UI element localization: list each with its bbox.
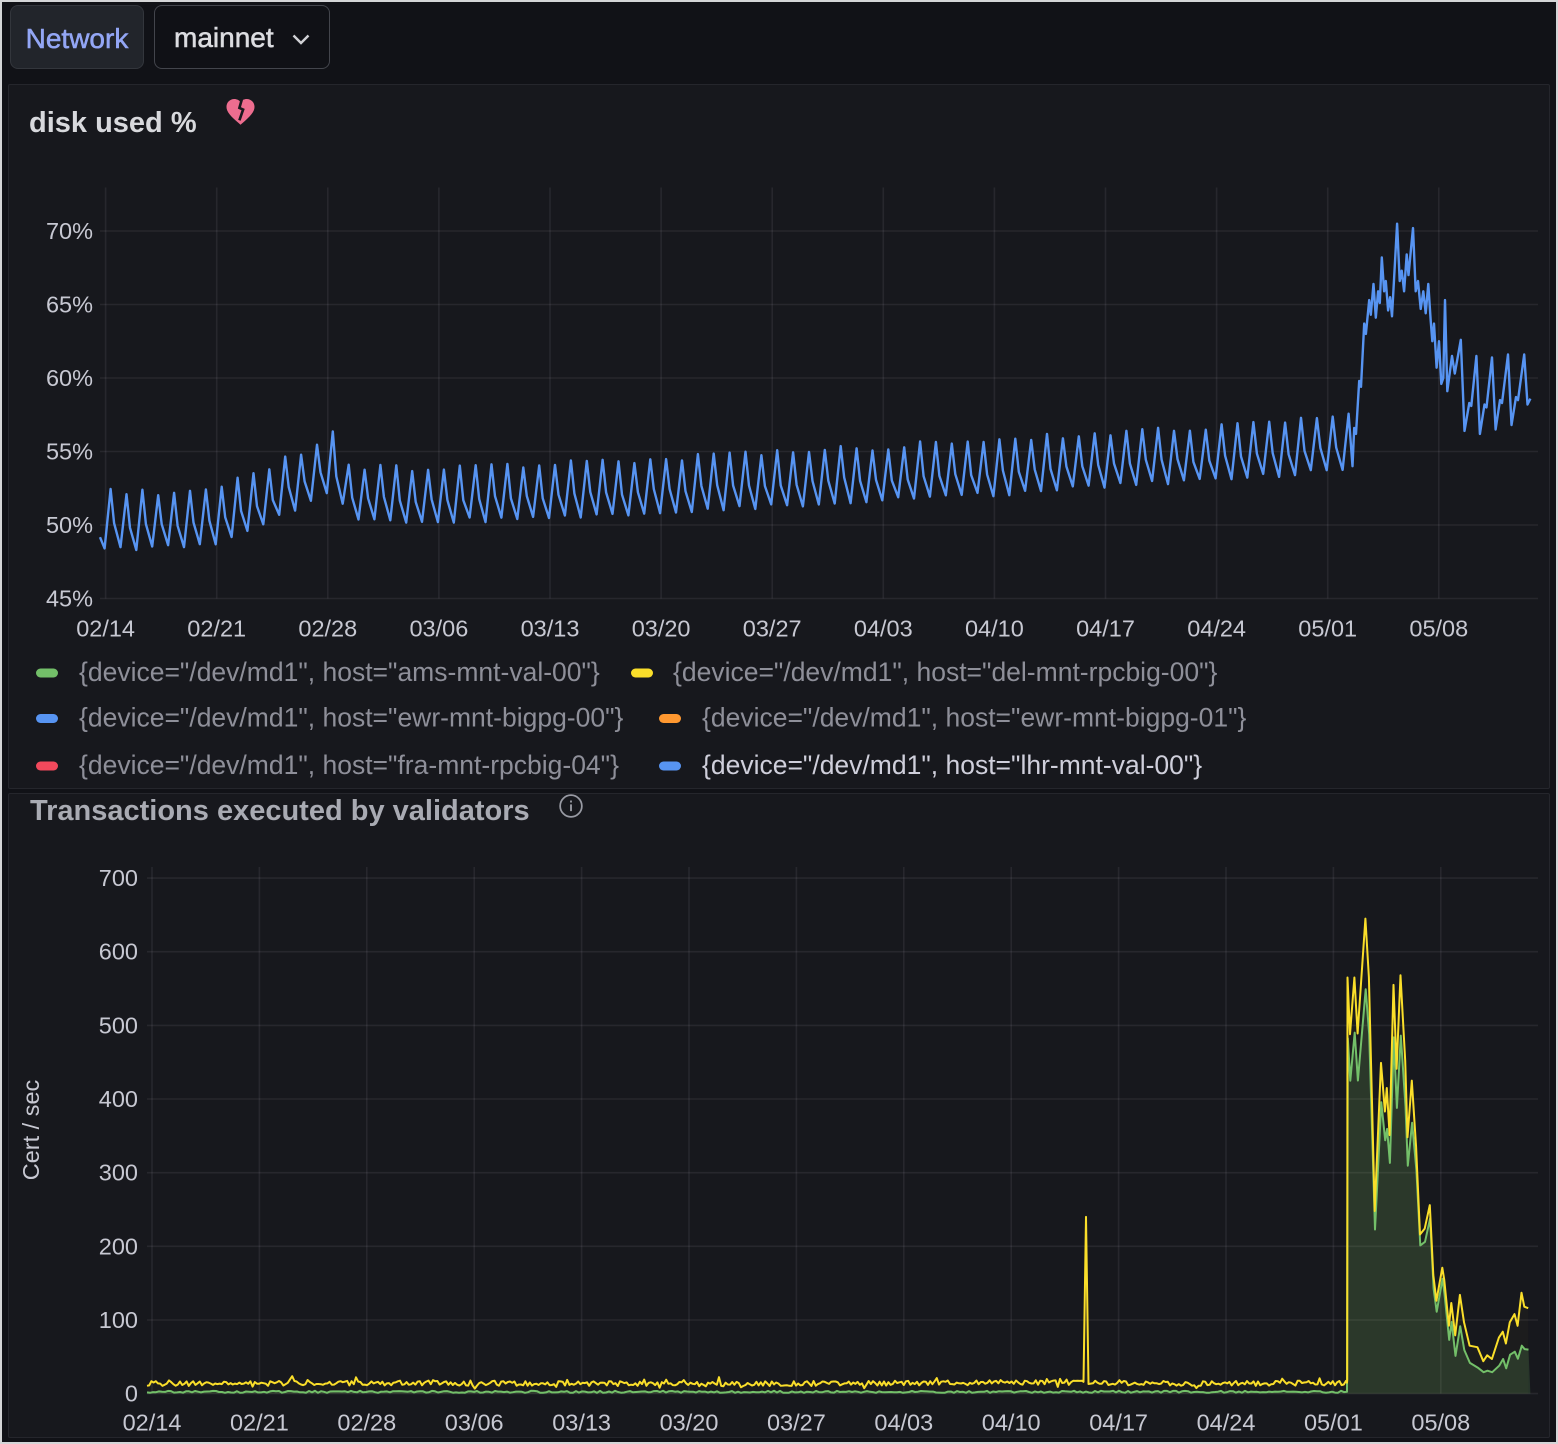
svg-text:03/06: 03/06 bbox=[409, 616, 468, 642]
svg-text:05/01: 05/01 bbox=[1298, 616, 1357, 642]
svg-text:100: 100 bbox=[99, 1307, 138, 1333]
svg-text:{device="/dev/md1", host="ewr-: {device="/dev/md1", host="ewr-mnt-bigpg-… bbox=[79, 703, 624, 733]
svg-text:04/03: 04/03 bbox=[874, 1410, 933, 1436]
svg-text:05/08: 05/08 bbox=[1409, 616, 1468, 642]
svg-text:300: 300 bbox=[99, 1160, 138, 1186]
svg-text:Cert / sec: Cert / sec bbox=[18, 1079, 44, 1180]
svg-text:600: 600 bbox=[99, 939, 138, 965]
svg-text:03/20: 03/20 bbox=[632, 616, 691, 642]
svg-text:04/10: 04/10 bbox=[965, 616, 1024, 642]
svg-text:02/28: 02/28 bbox=[298, 616, 357, 642]
svg-text:{device="/dev/md1", host="fra-: {device="/dev/md1", host="fra-mnt-rpcbig… bbox=[79, 750, 619, 780]
svg-text:{device="/dev/md1", host="lhr-: {device="/dev/md1", host="lhr-mnt-val-00… bbox=[702, 750, 1202, 780]
svg-text:03/06: 03/06 bbox=[445, 1410, 504, 1436]
svg-text:03/20: 03/20 bbox=[660, 1410, 719, 1436]
svg-text:04/24: 04/24 bbox=[1187, 616, 1246, 642]
svg-text:02/21: 02/21 bbox=[187, 616, 246, 642]
svg-text:05/01: 05/01 bbox=[1304, 1410, 1363, 1436]
svg-text:700: 700 bbox=[99, 865, 138, 891]
svg-text:02/14: 02/14 bbox=[123, 1410, 182, 1436]
svg-text:04/03: 04/03 bbox=[854, 616, 913, 642]
svg-text:02/14: 02/14 bbox=[76, 616, 135, 642]
svg-text:03/13: 03/13 bbox=[552, 1410, 611, 1436]
svg-text:45%: 45% bbox=[46, 586, 93, 612]
svg-text:{device="/dev/md1", host="del-: {device="/dev/md1", host="del-mnt-rpcbig… bbox=[673, 657, 1218, 687]
svg-text:55%: 55% bbox=[46, 439, 93, 465]
svg-text:04/24: 04/24 bbox=[1197, 1410, 1256, 1436]
svg-text:02/21: 02/21 bbox=[230, 1410, 289, 1436]
svg-text:0: 0 bbox=[125, 1381, 138, 1407]
svg-text:04/10: 04/10 bbox=[982, 1410, 1041, 1436]
svg-text:05/08: 05/08 bbox=[1411, 1410, 1470, 1436]
svg-text:65%: 65% bbox=[46, 292, 93, 318]
svg-text:03/27: 03/27 bbox=[743, 616, 802, 642]
svg-text:{device="/dev/md1", host="ewr-: {device="/dev/md1", host="ewr-mnt-bigpg-… bbox=[702, 703, 1247, 733]
svg-text:04/17: 04/17 bbox=[1089, 1410, 1148, 1436]
svg-text:04/17: 04/17 bbox=[1076, 616, 1135, 642]
svg-text:02/28: 02/28 bbox=[337, 1410, 396, 1436]
svg-text:{device="/dev/md1", host="ams-: {device="/dev/md1", host="ams-mnt-val-00… bbox=[79, 657, 600, 687]
svg-text:200: 200 bbox=[99, 1233, 138, 1259]
svg-text:50%: 50% bbox=[46, 512, 93, 538]
svg-text:60%: 60% bbox=[46, 365, 93, 391]
svg-text:400: 400 bbox=[99, 1086, 138, 1112]
svg-text:500: 500 bbox=[99, 1012, 138, 1038]
svg-text:03/27: 03/27 bbox=[767, 1410, 826, 1436]
svg-text:03/13: 03/13 bbox=[521, 616, 580, 642]
svg-text:70%: 70% bbox=[46, 218, 93, 244]
